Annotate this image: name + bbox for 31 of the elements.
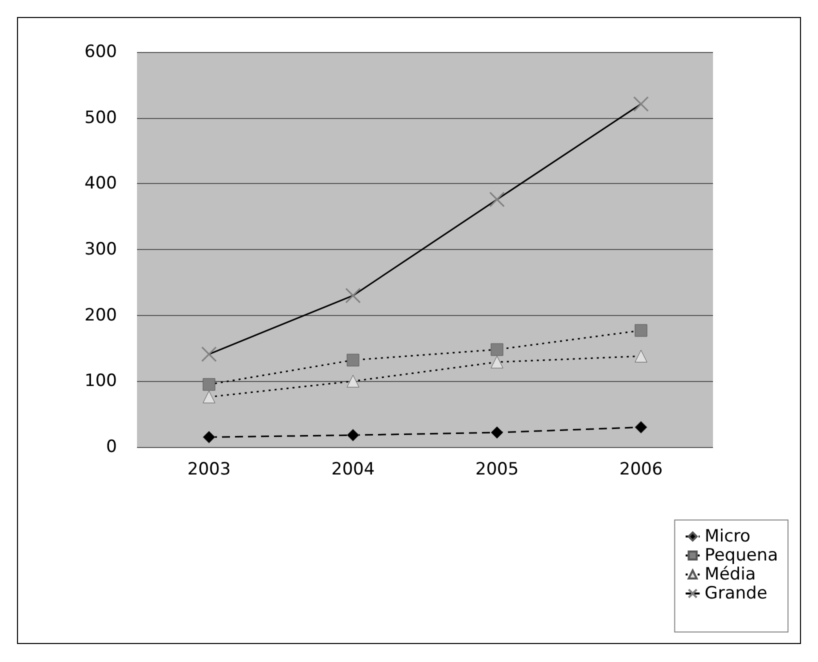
legend-label: Média [704, 564, 756, 584]
y-tick-label: 400 [84, 174, 117, 194]
point [634, 421, 648, 434]
point [490, 343, 504, 356]
y-tick-label: 200 [84, 305, 117, 326]
point [202, 430, 216, 444]
point [634, 350, 648, 362]
point [634, 324, 648, 337]
point [202, 378, 216, 391]
y-tick-label: 600 [84, 42, 117, 62]
y-tick-label: 100 [84, 371, 117, 392]
point [201, 346, 217, 362]
point [346, 354, 360, 366]
legend-label: Pequena [704, 546, 778, 566]
x-tick-label: 2005 [475, 460, 519, 480]
point [345, 288, 361, 304]
x-tick-label: 2004 [331, 460, 375, 480]
point [490, 356, 504, 368]
y-tick-label: 300 [84, 240, 117, 260]
y-tick-label: 500 [84, 108, 117, 128]
point [346, 428, 360, 442]
legend-label: Grande [704, 584, 768, 604]
y-tick-label: 0 [106, 437, 117, 457]
legend-label: Micro [704, 526, 750, 546]
point [202, 390, 216, 404]
point [633, 96, 649, 112]
point [346, 374, 360, 388]
point [489, 192, 505, 208]
point [490, 426, 504, 439]
x-tick-label: 2003 [187, 460, 231, 480]
x-tick-label: 2006 [619, 460, 663, 480]
